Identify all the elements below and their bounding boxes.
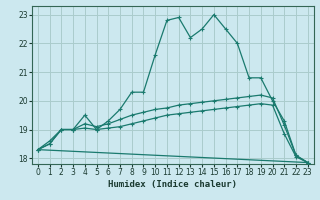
X-axis label: Humidex (Indice chaleur): Humidex (Indice chaleur) (108, 180, 237, 189)
